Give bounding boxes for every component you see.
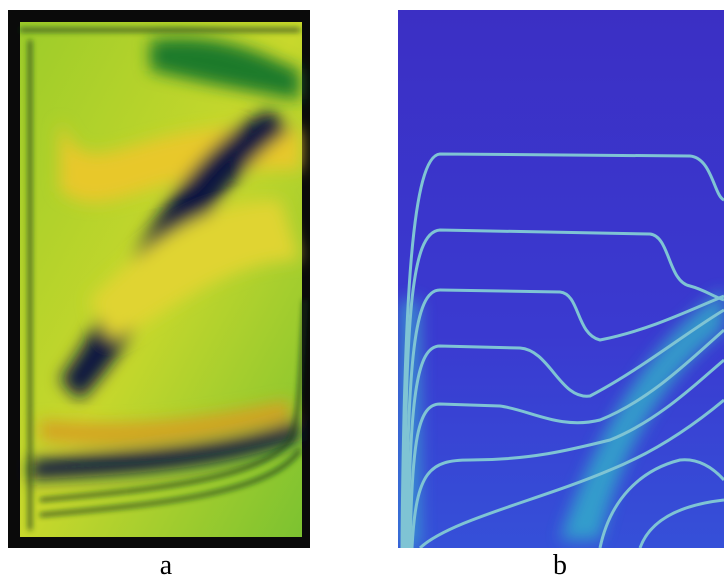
figure: a b [0, 0, 724, 580]
panel-label: a [160, 550, 173, 580]
panel-label: b [553, 550, 567, 580]
panel-a-image [8, 10, 310, 548]
panel-b-image [398, 10, 724, 548]
